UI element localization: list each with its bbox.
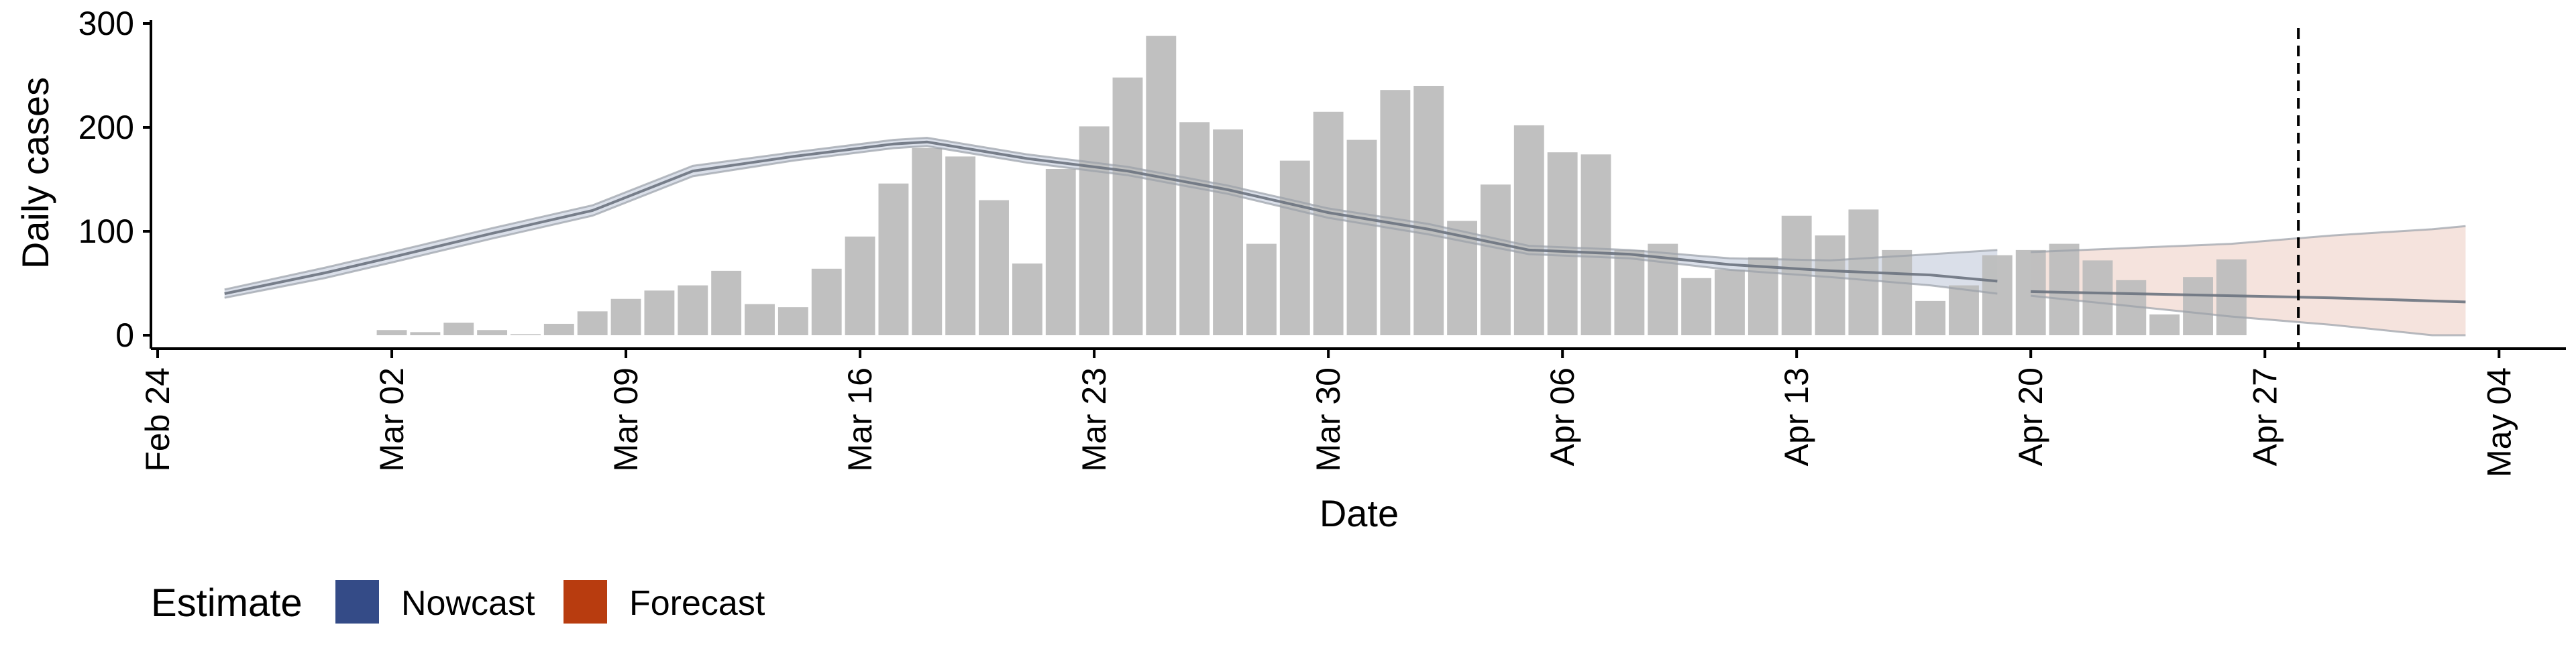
bar-2020-04-11 bbox=[1715, 270, 1745, 335]
bar-2020-03-15 bbox=[811, 268, 842, 335]
x-tick-label: Apr 13 bbox=[1778, 367, 1815, 466]
forecast-upper-line bbox=[2031, 225, 2466, 253]
ribbon-layer bbox=[224, 137, 2466, 335]
x-tick-label: Apr 27 bbox=[2246, 367, 2284, 466]
y-tick-label: 0 bbox=[115, 316, 134, 354]
bar-2020-04-05 bbox=[1513, 125, 1544, 335]
x-tick-label: Mar 23 bbox=[1075, 367, 1113, 472]
bar-2020-04-26 bbox=[2216, 259, 2247, 335]
bar-2020-03-22 bbox=[1045, 169, 1076, 335]
bar-2020-03-02 bbox=[376, 330, 407, 335]
bar-2020-03-25 bbox=[1146, 36, 1177, 335]
bar-2020-03-28 bbox=[1246, 243, 1277, 335]
bar-2020-04-18 bbox=[1949, 285, 1979, 335]
y-tick-label: 200 bbox=[78, 109, 134, 146]
bar-2020-04-14 bbox=[1815, 235, 1845, 335]
x-tick-label: Feb 24 bbox=[139, 367, 176, 472]
bar-2020-03-23 bbox=[1079, 126, 1110, 335]
bar-2020-03-26 bbox=[1179, 122, 1210, 335]
bar-2020-04-01 bbox=[1380, 90, 1411, 335]
nowcast-lower-line bbox=[224, 145, 1998, 299]
x-axis-title: Date bbox=[1320, 492, 1399, 534]
line-layer bbox=[224, 28, 2466, 349]
bar-2020-03-24 bbox=[1112, 77, 1143, 335]
bar-2020-04-16 bbox=[1882, 249, 1913, 335]
bar-2020-04-25 bbox=[2183, 277, 2213, 335]
bar-2020-04-21 bbox=[2049, 243, 2080, 335]
bar-2020-03-09 bbox=[610, 298, 641, 335]
bar-2020-04-22 bbox=[2082, 260, 2113, 335]
bar-2020-04-07 bbox=[1580, 154, 1611, 336]
bar-2020-03-29 bbox=[1279, 160, 1310, 335]
legend-swatch-nowcast bbox=[335, 580, 379, 624]
ribbon-nowcast bbox=[224, 137, 1998, 298]
legend-swatch-forecast bbox=[564, 580, 607, 624]
bar-2020-03-08 bbox=[577, 311, 608, 335]
bar-2020-03-03 bbox=[410, 332, 441, 335]
bar-2020-03-17 bbox=[878, 183, 909, 335]
y-tick-label: 100 bbox=[78, 213, 134, 250]
bar-2020-03-10 bbox=[644, 290, 675, 335]
legend-title: Estimate bbox=[151, 581, 303, 625]
bar-2020-03-16 bbox=[845, 236, 875, 335]
bar-2020-04-17 bbox=[1915, 300, 1946, 335]
legend-label-nowcast: Nowcast bbox=[401, 584, 535, 623]
bar-2020-03-30 bbox=[1313, 111, 1344, 335]
bar-2020-04-02 bbox=[1413, 86, 1444, 335]
bar-2020-04-19 bbox=[1982, 255, 2012, 335]
nowcast-upper-line bbox=[224, 136, 1998, 291]
x-tick-label: Mar 16 bbox=[841, 367, 879, 472]
bar-2020-04-06 bbox=[1547, 152, 1578, 335]
bar-2020-03-27 bbox=[1213, 129, 1243, 335]
bar-2020-03-31 bbox=[1346, 139, 1377, 335]
bar-2020-03-06 bbox=[511, 334, 541, 335]
axes-layer: 0 100 200 300 Feb 24 Mar 02 Mar 09 Mar 16 Mar 23… bbox=[78, 5, 2566, 477]
bar-2020-04-10 bbox=[1681, 278, 1712, 335]
x-tick-label: Mar 02 bbox=[373, 367, 411, 472]
bar-2020-03-11 bbox=[678, 285, 708, 335]
x-tick-label: Apr 20 bbox=[2012, 367, 2049, 466]
y-axis-title: Daily cases bbox=[14, 77, 56, 269]
bar-2020-03-21 bbox=[1012, 263, 1042, 335]
bar-2020-04-04 bbox=[1481, 184, 1511, 335]
bar-2020-03-04 bbox=[443, 322, 474, 335]
bar-2020-03-19 bbox=[945, 156, 976, 335]
y-tick-label: 300 bbox=[78, 5, 134, 42]
bar-2020-03-20 bbox=[979, 200, 1009, 335]
ribbon-forecast bbox=[2031, 226, 2466, 335]
legend: Estimate Nowcast Forecast bbox=[151, 580, 765, 625]
bar-2020-03-12 bbox=[711, 270, 742, 335]
x-tick-label: Mar 09 bbox=[607, 367, 645, 472]
forecast-lower-line bbox=[2031, 294, 2466, 337]
bar-2020-03-18 bbox=[912, 148, 943, 335]
bar-2020-03-05 bbox=[477, 330, 508, 335]
bar-2020-03-13 bbox=[745, 304, 775, 335]
bar-2020-03-07 bbox=[543, 323, 574, 335]
bar-2020-03-14 bbox=[777, 307, 808, 335]
bar-2020-04-12 bbox=[1748, 257, 1778, 335]
x-tick-label: May 04 bbox=[2480, 367, 2518, 477]
forecast-median-line bbox=[2031, 290, 2466, 304]
bar-2020-04-08 bbox=[1614, 249, 1645, 335]
bar-2020-04-24 bbox=[2149, 314, 2180, 335]
nowcast-median-line bbox=[224, 140, 1998, 295]
x-tick-label: Apr 06 bbox=[1544, 367, 1581, 466]
legend-label-forecast: Forecast bbox=[629, 584, 765, 623]
x-tick-label: Mar 30 bbox=[1309, 367, 1347, 472]
